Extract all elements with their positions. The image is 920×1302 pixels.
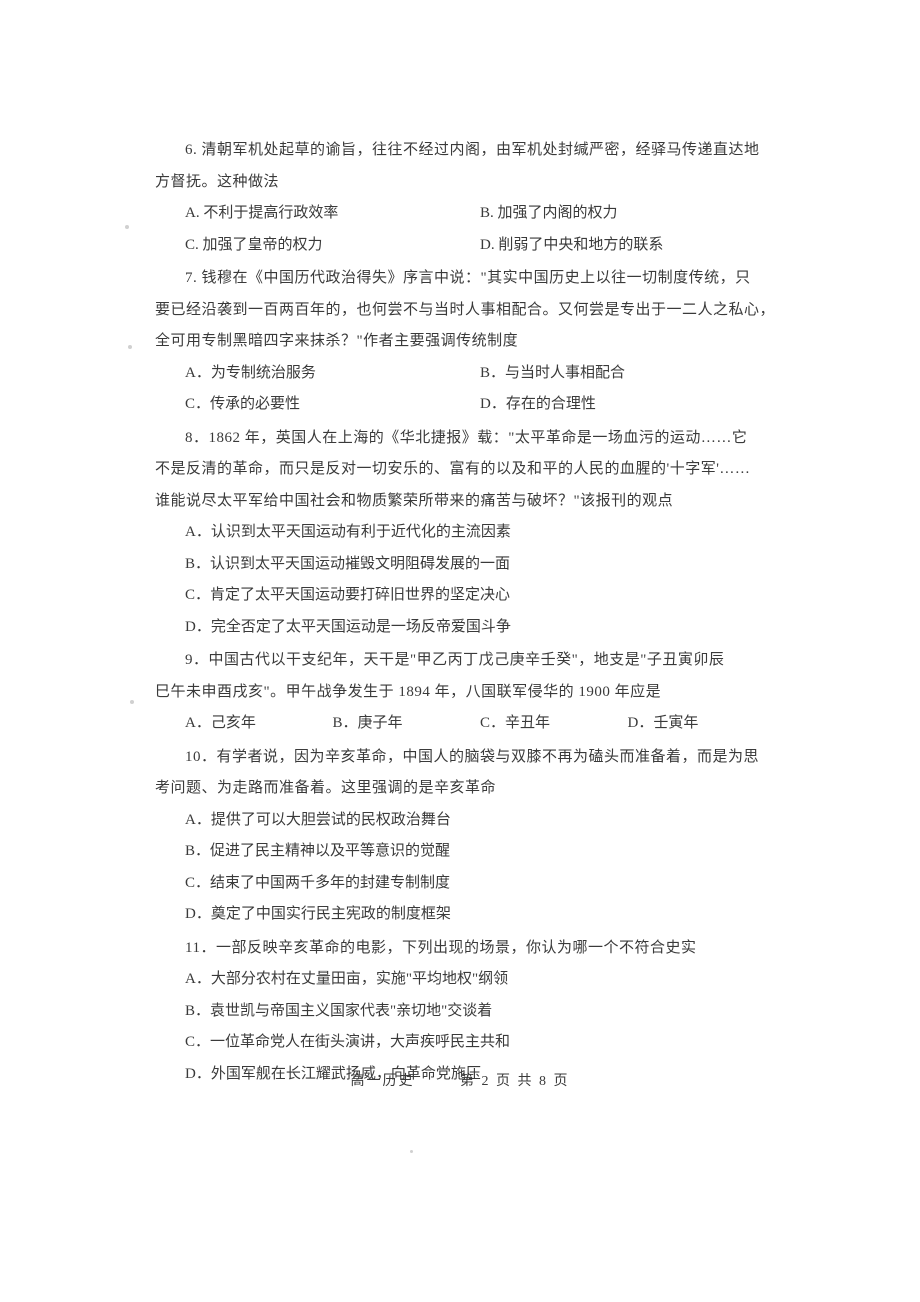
- option-b: B．与当时人事相配合: [480, 358, 775, 390]
- question-stem-cont: 要已经沿袭到一百两百年的，也何尝不与当时人事相配合。又何尝是专出于一二人之私心，: [155, 295, 775, 327]
- option-d: D．存在的合理性: [480, 389, 775, 421]
- option-c: C．辛丑年: [480, 708, 628, 740]
- question-stem: 8．1862 年，英国人在上海的《华北捷报》载："太平革命是一场血污的运动……它: [155, 423, 775, 455]
- option-c: C．一位革命党人在街头演讲，大声疾呼民主共和: [155, 1027, 775, 1059]
- question-stem-cont: 全可用专制黑暗四字来抹杀？"作者主要强调传统制度: [155, 326, 775, 358]
- options-row: A．为专制统治服务 B．与当时人事相配合: [155, 358, 775, 390]
- option-d: D．完全否定了太平天国运动是一场反帝爱国斗争: [155, 612, 775, 644]
- scan-artifact: [410, 1150, 413, 1153]
- scan-artifact: [130, 700, 134, 704]
- option-b: B. 加强了内阁的权力: [480, 198, 775, 230]
- option-a: A．认识到太平天国运动有利于近代化的主流因素: [155, 517, 775, 549]
- option-d: D．奠定了中国实行民主宪政的制度框架: [155, 899, 775, 931]
- scan-artifact: [125, 225, 129, 229]
- option-d: D. 削弱了中央和地方的联系: [480, 230, 775, 262]
- option-c: C．肯定了太平天国运动要打碎旧世界的坚定决心: [155, 580, 775, 612]
- option-c: C．结束了中国两千多年的封建专制制度: [155, 868, 775, 900]
- options-row: A. 不利于提高行政效率 B. 加强了内阁的权力: [155, 198, 775, 230]
- footer-page-number: 第 2 页 共 8 页: [460, 1070, 570, 1090]
- question-10: 10．有学者说，因为辛亥革命，中国人的脑袋与双膝不再为磕头而准备着，而是为思 考…: [155, 742, 775, 931]
- footer-subject: 高一历史: [351, 1070, 415, 1090]
- option-c: C. 加强了皇帝的权力: [185, 230, 480, 262]
- page-footer: 高一历史 第 2 页 共 8 页: [0, 1070, 920, 1090]
- option-b: B．促进了民主精神以及平等意识的觉醒: [155, 836, 775, 868]
- question-stem: 11．一部反映辛亥革命的电影，下列出现的场景，你认为哪一个不符合史实: [155, 933, 775, 965]
- option-b: B．庚子年: [333, 708, 481, 740]
- question-stem: 7. 钱穆在《中国历代政治得失》序言中说："其实中国历史上以往一切制度传统，只: [155, 263, 775, 295]
- option-a: A．己亥年: [185, 708, 333, 740]
- question-stem-cont: 考问题、为走路而准备着。这里强调的是辛亥革命: [155, 773, 775, 805]
- question-11: 11．一部反映辛亥革命的电影，下列出现的场景，你认为哪一个不符合史实 A．大部分…: [155, 933, 775, 1091]
- options-row: C. 加强了皇帝的权力 D. 削弱了中央和地方的联系: [155, 230, 775, 262]
- options-row: C．传承的必要性 D．存在的合理性: [155, 389, 775, 421]
- question-9: 9．中国古代以干支纪年，天干是"甲乙丙丁戊己庚辛壬癸"，地支是"子丑寅卯辰 巳午…: [155, 645, 775, 740]
- option-d: D．壬寅年: [628, 708, 776, 740]
- option-b: B．认识到太平天国运动摧毁文明阻碍发展的一面: [155, 549, 775, 581]
- question-8: 8．1862 年，英国人在上海的《华北捷报》载："太平革命是一场血污的运动……它…: [155, 423, 775, 644]
- question-stem-cont: 巳午未申酉戌亥"。甲午战争发生于 1894 年，八国联军侵华的 1900 年应是: [155, 677, 775, 709]
- option-c: C．传承的必要性: [185, 389, 480, 421]
- question-stem: 9．中国古代以干支纪年，天干是"甲乙丙丁戊己庚辛壬癸"，地支是"子丑寅卯辰: [155, 645, 775, 677]
- option-a: A. 不利于提高行政效率: [185, 198, 480, 230]
- question-stem: 6. 清朝军机处起草的谕旨，往往不经过内阁，由军机处封缄严密，经驿马传递直达地: [155, 135, 775, 167]
- scan-artifact: [128, 345, 132, 349]
- question-7: 7. 钱穆在《中国历代政治得失》序言中说："其实中国历史上以往一切制度传统，只 …: [155, 263, 775, 421]
- option-a: A．提供了可以大胆尝试的民权政治舞台: [155, 805, 775, 837]
- option-a: A．大部分农村在丈量田亩，实施"平均地权"纲领: [155, 964, 775, 996]
- question-stem-cont: 谁能说尽太平军给中国社会和物质繁荣所带来的痛苦与破坏？"该报刊的观点: [155, 486, 775, 518]
- question-stem-cont: 方督抚。这种做法: [155, 167, 775, 199]
- option-a: A．为专制统治服务: [185, 358, 480, 390]
- option-b: B．袁世凯与帝国主义国家代表"亲切地"交谈着: [155, 996, 775, 1028]
- question-6: 6. 清朝军机处起草的谕旨，往往不经过内阁，由军机处封缄严密，经驿马传递直达地 …: [155, 135, 775, 261]
- exam-page-content: 6. 清朝军机处起草的谕旨，往往不经过内阁，由军机处封缄严密，经驿马传递直达地 …: [155, 135, 775, 1092]
- question-stem: 10．有学者说，因为辛亥革命，中国人的脑袋与双膝不再为磕头而准备着，而是为思: [155, 742, 775, 774]
- options-row: A．己亥年 B．庚子年 C．辛丑年 D．壬寅年: [155, 708, 775, 740]
- question-stem-cont: 不是反清的革命，而只是反对一切安乐的、富有的以及和平的人民的血腥的'十字军'……: [155, 454, 775, 486]
